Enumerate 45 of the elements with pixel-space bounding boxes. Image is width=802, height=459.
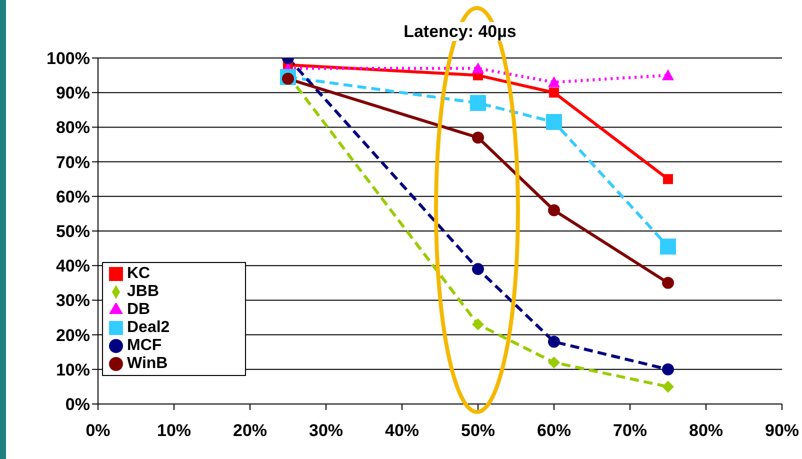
chart-title: Latency: 40µs	[402, 22, 518, 41]
x-tick-label: 10%	[156, 421, 192, 440]
legend-label: MCF	[127, 337, 162, 354]
y-tick-label: 40%	[56, 256, 90, 276]
point	[472, 132, 484, 144]
x-tick-label: 60%	[536, 421, 572, 440]
x-tick-label: 40%	[384, 421, 420, 440]
x-tick-label: 20%	[232, 421, 268, 440]
x-tick-label: 80%	[688, 421, 724, 440]
point	[549, 88, 559, 98]
point	[548, 204, 560, 216]
point	[662, 276, 674, 289]
y-tick-label: 100%	[46, 49, 90, 68]
legend-label: KC	[127, 265, 150, 282]
y-tick-label: 60%	[56, 187, 90, 206]
point	[548, 356, 560, 368]
y-tick-label: 50%	[56, 222, 90, 242]
legend-label: JBB	[127, 283, 160, 300]
point	[470, 94, 486, 111]
point	[663, 174, 673, 184]
point	[472, 318, 484, 330]
y-tick-label: 70%	[56, 152, 90, 172]
y-tick-label: 90%	[56, 84, 90, 103]
x-tick-label: 90%	[764, 421, 800, 440]
y-tick-label: 0%	[65, 395, 90, 414]
x-tick-label: 70%	[612, 421, 648, 440]
point	[472, 263, 484, 276]
x-tick-label: 50%	[460, 421, 496, 440]
x-tick-label: 30%	[308, 421, 344, 440]
legend-label: Deal2	[127, 319, 170, 336]
point	[660, 238, 676, 255]
point	[548, 76, 560, 88]
y-tick-label: 30%	[56, 291, 90, 310]
legend-label: WinB	[127, 355, 168, 372]
point	[662, 380, 674, 393]
point	[548, 336, 560, 348]
point	[662, 69, 674, 80]
point	[546, 114, 562, 130]
y-tick-label: 80%	[56, 118, 90, 138]
y-tick-label: 20%	[56, 326, 90, 345]
point	[662, 363, 674, 376]
point	[472, 62, 484, 74]
x-tick-label: 0%	[86, 421, 110, 440]
legend-label: DB	[127, 301, 150, 318]
y-tick-label: 10%	[56, 360, 90, 380]
